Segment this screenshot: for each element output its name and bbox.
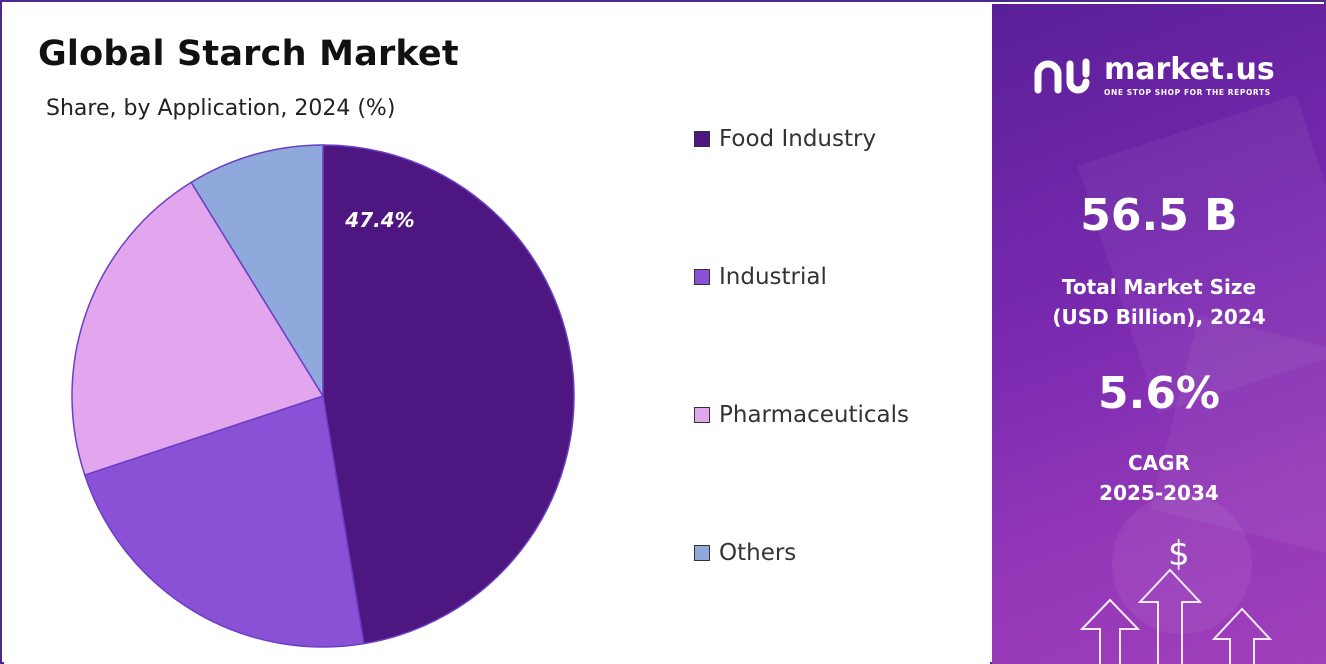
dollar-icon: $ (1168, 534, 1190, 574)
pie-slice-pharmaceuticals (71, 181, 325, 477)
market-size-label: Total Market Size (USD Billion), 2024 (992, 272, 1326, 332)
pie-slice-industrial (83, 395, 365, 648)
data-label-food-industry: 47.4% (344, 208, 414, 232)
legend-label: Industrial (719, 264, 827, 290)
legend-item-others: Others (694, 540, 796, 566)
market-size-label-line2: (USD Billion), 2024 (1052, 305, 1266, 329)
cagr-label-line1: CAGR (1128, 451, 1190, 475)
brand-tagline: ONE STOP SHOP FOR THE REPORTS (1104, 88, 1271, 97)
chart-panel: Global Starch Market Share, by Applicati… (4, 4, 990, 664)
legend-label: Food Industry (719, 126, 877, 152)
growth-arrows-icon (1079, 568, 1273, 664)
legend-swatch (694, 269, 710, 285)
legend-label: Pharmaceuticals (719, 402, 909, 428)
legend-item-industrial: Industrial (694, 264, 827, 290)
pie-slice-food-industry (322, 144, 575, 645)
market-size-value: 56.5 B (1080, 190, 1238, 241)
chart-title: Global Starch Market (38, 34, 459, 74)
cagr-value: 5.6% (1097, 368, 1221, 419)
legend-item-pharmaceuticals: Pharmaceuticals (694, 402, 909, 428)
legend-item-food-industry: Food Industry (694, 126, 876, 152)
chart-subtitle: Share, by Application, 2024 (%) (46, 96, 396, 121)
pie-chart: 47.4% (71, 144, 575, 648)
brand-logo: market.us ONE STOP SHOP FOR THE REPORTS (1032, 52, 1275, 100)
pie-slice-others (190, 144, 324, 399)
legend-swatch (694, 545, 710, 561)
summary-panel: market.us ONE STOP SHOP FOR THE REPORTS … (992, 4, 1326, 664)
cagr-label: CAGR 2025-2034 (992, 448, 1326, 508)
legend-label: Others (719, 540, 797, 566)
cagr-label-line2: 2025-2034 (1099, 481, 1219, 505)
legend-swatch (694, 131, 710, 147)
market-us-logo-icon (1034, 58, 1090, 94)
brand-name: market.us (1104, 52, 1275, 87)
legend-swatch (694, 407, 710, 423)
market-size-label-line1: Total Market Size (1061, 275, 1257, 299)
background-decoration (1077, 94, 1326, 664)
